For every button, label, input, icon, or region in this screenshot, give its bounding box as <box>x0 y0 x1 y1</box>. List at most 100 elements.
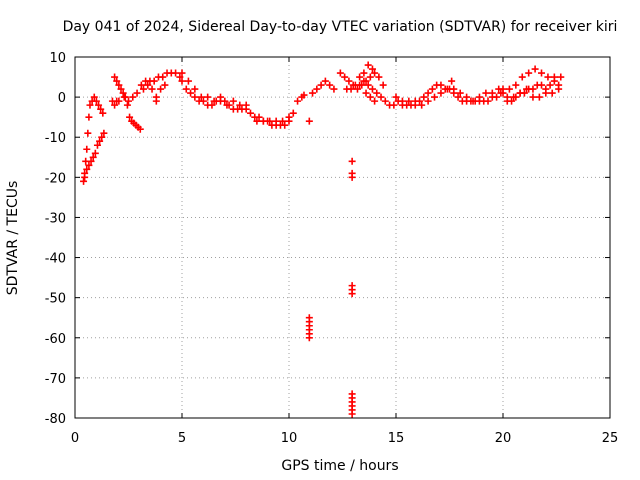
data-point <box>85 161 93 169</box>
data-point <box>550 73 558 81</box>
data-point <box>523 85 531 93</box>
data-point <box>381 97 389 105</box>
data-point <box>279 117 287 125</box>
data-point <box>488 89 496 97</box>
data-point <box>148 85 156 93</box>
data-point <box>424 97 432 105</box>
data-point <box>204 93 212 101</box>
grid <box>75 57 610 418</box>
data-point <box>309 89 317 97</box>
data-point <box>126 113 134 121</box>
data-point <box>281 121 289 129</box>
data-point <box>420 93 428 101</box>
y-tick-label: 10 <box>49 51 66 66</box>
data-point <box>542 89 550 97</box>
data-point <box>87 157 95 165</box>
data-point <box>92 97 100 105</box>
data-point <box>99 109 107 117</box>
data-point <box>375 73 383 81</box>
data-point <box>368 65 376 73</box>
data-point <box>405 97 413 105</box>
x-tick-label: 25 <box>602 431 619 446</box>
data-point <box>246 109 254 117</box>
data-point <box>546 81 554 89</box>
x-tick-label: 5 <box>178 431 186 446</box>
data-point <box>115 97 123 105</box>
data-point <box>398 97 406 105</box>
data-point <box>133 89 141 97</box>
data-point <box>199 97 207 105</box>
data-point <box>360 69 368 77</box>
x-axis-label: GPS time / hours <box>281 458 398 474</box>
data-point <box>349 81 357 89</box>
data-point <box>95 101 103 109</box>
data-point <box>463 93 471 101</box>
data-point <box>535 93 543 101</box>
data-point <box>85 113 93 121</box>
data-point <box>493 93 501 101</box>
data-point <box>392 93 400 101</box>
data-point <box>117 85 125 93</box>
data-point <box>450 85 458 93</box>
data-point <box>366 73 374 81</box>
data-point <box>84 129 92 137</box>
data-point <box>456 89 464 97</box>
data-point <box>418 101 426 109</box>
data-point <box>172 69 180 77</box>
data-point <box>348 157 356 165</box>
data-point <box>529 93 537 101</box>
data-point <box>525 69 533 77</box>
data-point <box>111 73 119 81</box>
data-point <box>368 85 376 93</box>
y-tick-label: -60 <box>45 332 66 347</box>
data-point <box>366 93 374 101</box>
data-point <box>428 85 436 93</box>
data-point <box>345 77 353 85</box>
data-point <box>184 77 192 85</box>
data-point <box>379 81 387 89</box>
data-point <box>469 97 477 105</box>
data-point <box>531 65 539 73</box>
data-point <box>443 85 451 93</box>
x-tick-label: 0 <box>71 431 79 446</box>
data-point <box>373 89 381 97</box>
data-point <box>364 61 372 69</box>
data-point <box>86 101 94 109</box>
data-point <box>330 85 338 93</box>
axis-ticks: 0 5 10 15 20 25 10 0 -10 -20 -30 -40 -50 -60 -70 -80 <box>45 51 619 446</box>
data-point <box>221 97 229 105</box>
data-point <box>437 89 445 97</box>
data-point <box>98 133 106 141</box>
y-axis-label: SDTVAR / TECUs <box>5 181 21 296</box>
data-point <box>125 97 132 105</box>
data-point <box>516 89 524 97</box>
data-point <box>454 93 462 101</box>
data-point <box>356 73 364 81</box>
data-point <box>313 85 321 93</box>
data-point <box>300 91 308 99</box>
data-point <box>253 117 261 125</box>
data-point <box>499 89 507 97</box>
data-point <box>353 85 361 93</box>
data-point <box>272 117 280 125</box>
data-point <box>90 93 98 101</box>
data-point <box>548 89 556 97</box>
data-point <box>152 97 160 105</box>
data-point <box>411 101 419 109</box>
y-tick-label: -80 <box>45 412 66 427</box>
data-point <box>529 85 537 93</box>
data-point <box>503 97 511 105</box>
data-point <box>176 73 184 81</box>
x-tick-label: 10 <box>281 431 298 446</box>
data-point <box>229 97 237 105</box>
data-point <box>178 69 186 77</box>
data-point <box>326 81 334 89</box>
data-point <box>191 85 199 93</box>
data-point <box>139 85 147 93</box>
data-point <box>191 93 199 101</box>
data-point <box>538 69 546 77</box>
data-point <box>111 101 119 109</box>
data-point <box>123 101 131 109</box>
data-point <box>377 93 385 101</box>
data-point <box>187 89 195 97</box>
